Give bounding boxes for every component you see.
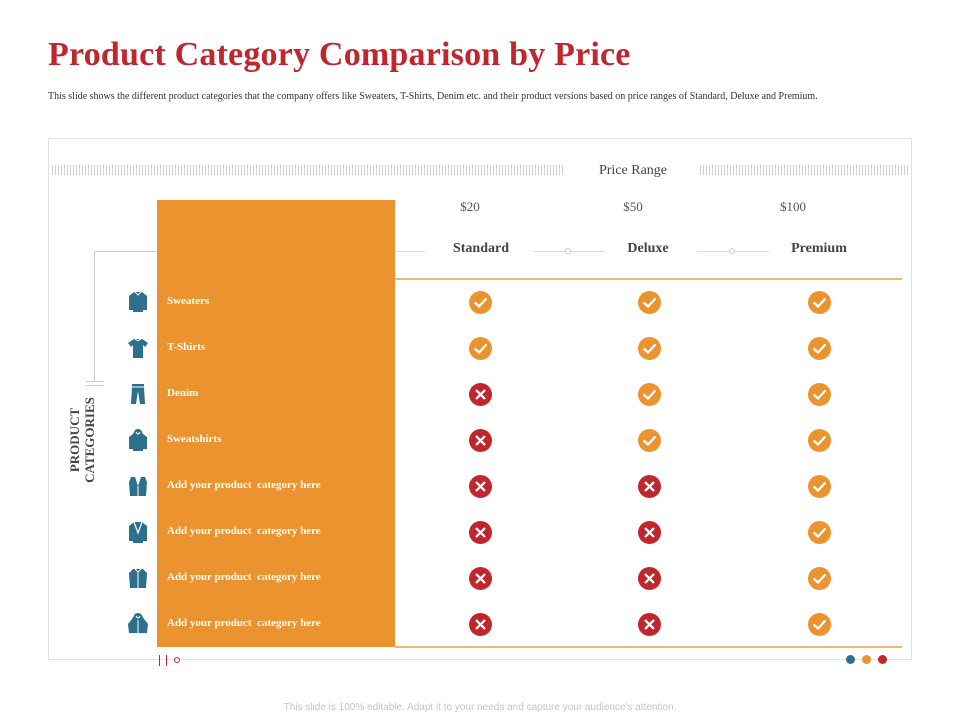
cross-icon xyxy=(468,612,492,636)
pager-mark xyxy=(166,655,167,666)
check-icon xyxy=(807,566,831,590)
check-icon xyxy=(637,382,661,406)
category-bracket-cap xyxy=(86,381,104,386)
category-label: Add your product category here xyxy=(167,571,321,583)
pager-mark xyxy=(159,655,160,666)
footer-divider xyxy=(395,646,902,648)
check-icon xyxy=(807,290,831,314)
category-panel xyxy=(157,200,395,647)
cross-icon xyxy=(468,520,492,544)
slide-title: Product Category Comparison by Price xyxy=(48,36,631,73)
check-icon xyxy=(807,428,831,452)
check-icon xyxy=(637,428,661,452)
connector-node xyxy=(729,248,735,254)
tier-price-deluxe: $50 xyxy=(623,199,643,214)
tier-price-premium: $100 xyxy=(780,199,806,214)
cross-icon xyxy=(637,566,661,590)
check-icon xyxy=(807,336,831,360)
coat-icon xyxy=(128,613,148,633)
pager-circle xyxy=(174,657,180,663)
price-range-label: Price Range xyxy=(598,163,668,178)
vest-icon xyxy=(129,477,147,496)
check-icon xyxy=(807,612,831,636)
cross-icon xyxy=(637,612,661,636)
cross-icon xyxy=(468,428,492,452)
tshirt-icon xyxy=(128,338,148,358)
tier-price-standard: $20 xyxy=(460,199,480,214)
table-frame xyxy=(48,138,912,660)
decor-dot-red xyxy=(878,655,887,664)
product-categories-label: PRODUCT CATEGORIES xyxy=(67,397,97,483)
tier-connector xyxy=(395,251,425,252)
jacket-icon xyxy=(129,568,147,588)
tier-name-deluxe: Deluxe xyxy=(627,241,669,256)
cross-icon xyxy=(468,566,492,590)
category-label: Add your product category here xyxy=(167,479,321,491)
blazer-icon xyxy=(129,521,147,543)
hoodie-icon xyxy=(129,429,147,451)
hatch-decoration-left xyxy=(52,165,564,175)
cross-icon xyxy=(637,474,661,498)
check-icon xyxy=(807,520,831,544)
cross-icon xyxy=(468,382,492,406)
category-bracket-top xyxy=(94,251,157,252)
tier-name-premium: Premium xyxy=(791,241,847,256)
category-label: Add your product category here xyxy=(167,525,321,537)
category-label: T-Shirts xyxy=(167,341,206,353)
cross-icon xyxy=(468,474,492,498)
tier-name-standard: Standard xyxy=(452,241,510,256)
cross-icon xyxy=(637,520,661,544)
check-icon xyxy=(807,474,831,498)
sweater-icon xyxy=(129,291,147,312)
category-label: Denim xyxy=(167,387,199,399)
category-label: Sweatshirts xyxy=(167,433,222,445)
jeans-icon xyxy=(131,384,145,404)
check-icon xyxy=(468,290,492,314)
category-label: Add your product category here xyxy=(167,617,321,629)
footer-note: This slide is 100% editable. Adapt it to… xyxy=(283,702,677,713)
header-divider xyxy=(395,278,902,280)
category-bracket xyxy=(94,251,95,381)
category-label: Sweaters xyxy=(167,295,210,307)
connector-node xyxy=(565,248,571,254)
check-icon xyxy=(637,290,661,314)
slide-description: This slide shows the different product c… xyxy=(48,91,818,102)
hatch-decoration-right xyxy=(700,165,910,175)
check-icon xyxy=(637,336,661,360)
decor-dot-orange xyxy=(862,655,871,664)
check-icon xyxy=(468,336,492,360)
check-icon xyxy=(807,382,831,406)
decor-dot-blue xyxy=(846,655,855,664)
